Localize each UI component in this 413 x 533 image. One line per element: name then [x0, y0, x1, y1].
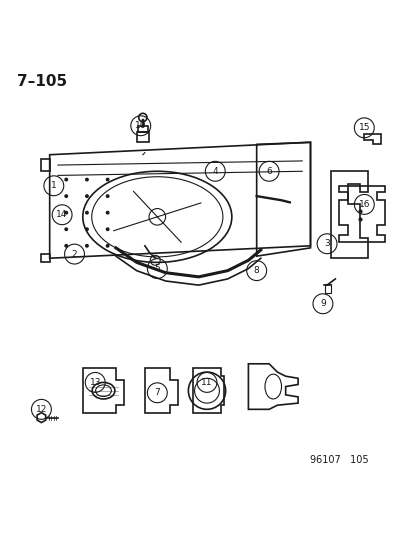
- Text: 14: 14: [56, 210, 68, 219]
- Bar: [324, 284, 330, 293]
- Circle shape: [106, 245, 109, 247]
- Circle shape: [65, 179, 67, 181]
- Circle shape: [65, 228, 67, 230]
- Bar: [138, 126, 147, 132]
- Circle shape: [85, 195, 88, 197]
- Text: 13: 13: [89, 378, 101, 387]
- Text: 6: 6: [266, 167, 271, 176]
- Circle shape: [85, 179, 88, 181]
- Text: 11: 11: [201, 378, 212, 387]
- Bar: [136, 132, 149, 142]
- Circle shape: [65, 245, 67, 247]
- Circle shape: [85, 245, 88, 247]
- Text: 12: 12: [36, 405, 47, 414]
- Text: 5: 5: [154, 264, 160, 273]
- Text: 1: 1: [51, 181, 57, 190]
- Text: 15: 15: [358, 123, 369, 132]
- Circle shape: [106, 212, 109, 214]
- Circle shape: [106, 228, 109, 230]
- Text: 96107   105: 96107 105: [309, 455, 368, 465]
- Circle shape: [65, 212, 67, 214]
- Circle shape: [85, 212, 88, 214]
- Text: 2: 2: [71, 249, 77, 259]
- Text: 8: 8: [253, 266, 259, 275]
- Circle shape: [85, 228, 88, 230]
- Circle shape: [106, 179, 109, 181]
- Text: 7: 7: [154, 388, 160, 397]
- Text: 9: 9: [319, 299, 325, 308]
- Text: 7–105: 7–105: [17, 74, 66, 89]
- Circle shape: [106, 195, 109, 197]
- Text: 16: 16: [358, 200, 369, 209]
- Circle shape: [65, 195, 67, 197]
- Text: 3: 3: [323, 239, 329, 248]
- Text: 10: 10: [135, 121, 146, 130]
- Text: 4: 4: [212, 167, 218, 176]
